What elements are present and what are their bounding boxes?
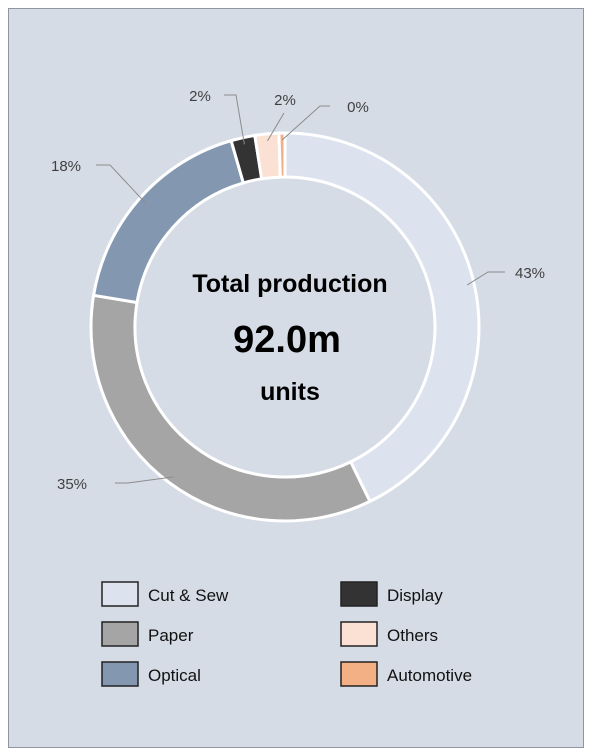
leader-line-cut-sew (466, 271, 505, 286)
slice-automotive (277, 131, 287, 179)
leader-line-automotive (281, 105, 330, 141)
legend-label-paper: Paper (148, 626, 194, 645)
legend-swatch-automotive (340, 661, 378, 687)
leader-line-display (224, 94, 245, 145)
slice-cut-sew (283, 131, 481, 504)
leader-line-optical (96, 164, 146, 204)
legend-swatch-display (340, 581, 378, 607)
data-labels: 43% 35% 18% 2% 2% 0% (51, 88, 545, 493)
leader-line-paper (115, 476, 174, 484)
center-value: 92.0m (233, 319, 341, 361)
data-label-optical: 18% (51, 158, 81, 175)
legend-label-cut-sew: Cut & Sew (148, 586, 229, 605)
legend-swatch-paper (101, 621, 139, 647)
legend-swatch-optical (101, 661, 139, 687)
legend: Cut & Sew Paper Optical Display Others Automo… (101, 581, 472, 687)
leader-line-others (267, 112, 285, 142)
data-label-others: 2% (274, 92, 296, 109)
data-label-paper: 35% (57, 476, 87, 493)
legend-swatch-others (340, 621, 378, 647)
donut-slices (89, 131, 481, 523)
legend-label-automotive: Automotive (387, 666, 472, 685)
center-title: Total production (192, 270, 387, 298)
legend-swatch-cut-sew (101, 581, 139, 607)
legend-label-others: Others (387, 626, 438, 645)
data-label-cut-sew: 43% (515, 265, 545, 282)
legend-label-display: Display (387, 586, 443, 605)
legend-label-optical: Optical (148, 666, 201, 685)
center-unit: units (260, 378, 320, 406)
data-label-display: 2% (189, 88, 211, 105)
leader-lines (96, 94, 505, 484)
data-label-automotive: 0% (347, 99, 369, 116)
